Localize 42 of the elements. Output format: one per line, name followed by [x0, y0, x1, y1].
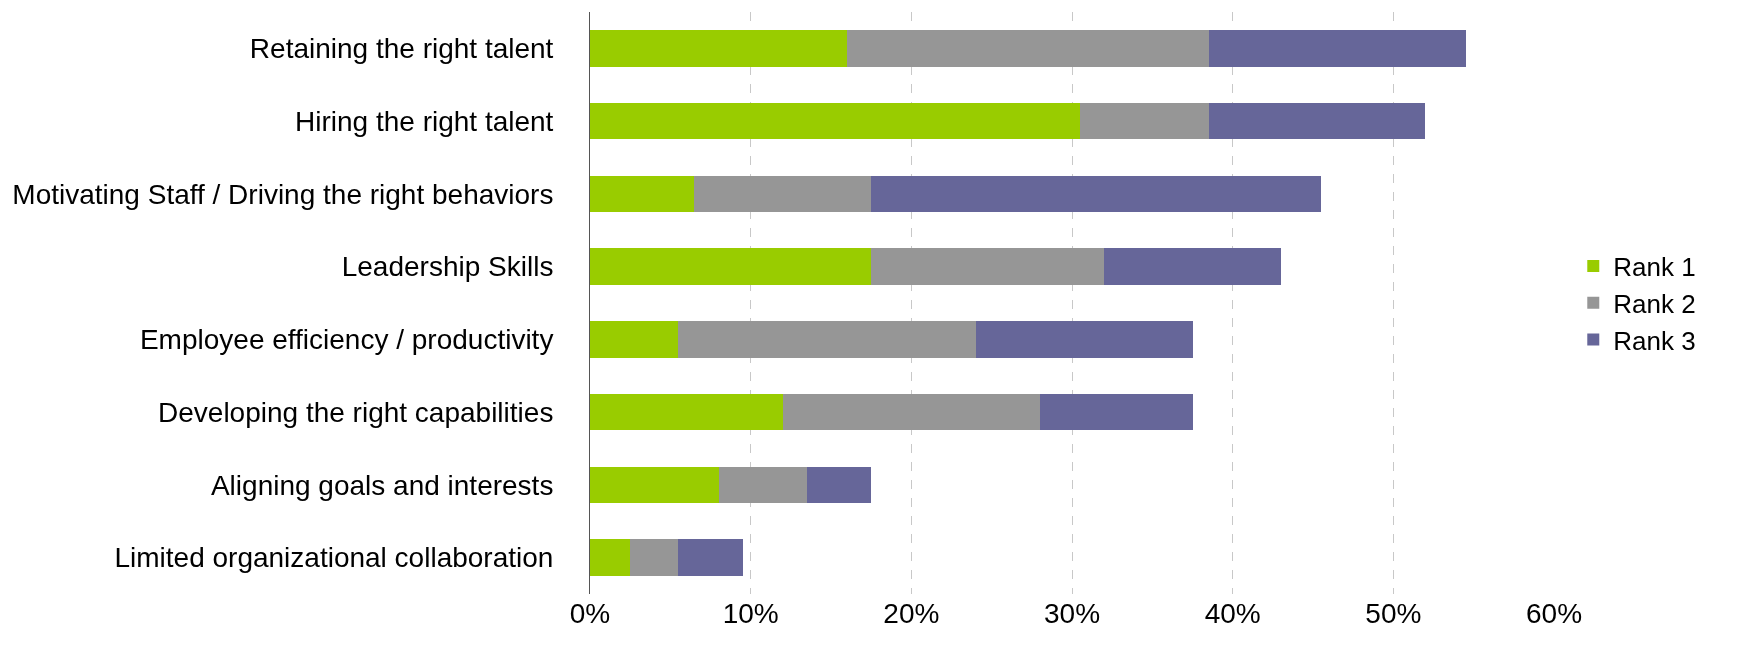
bar	[678, 321, 976, 358]
bar	[782, 393, 1040, 431]
x-tick-label: 50%	[1365, 598, 1422, 629]
bar	[590, 175, 695, 213]
x-tick-label: 60%	[1525, 598, 1583, 629]
bar	[718, 466, 807, 504]
bar	[1104, 248, 1281, 285]
bar	[678, 539, 743, 576]
bar	[694, 175, 872, 213]
bar	[847, 30, 1209, 67]
bar	[590, 30, 848, 67]
y-tick-label: Limited organizational collaboration	[114, 542, 554, 574]
x-tick-label: 20%	[883, 598, 940, 629]
y-tick-label: Aligning goals and interests	[210, 469, 554, 501]
y-tick-label: Retaining the right talent	[249, 33, 554, 65]
bar	[1208, 102, 1426, 140]
bar	[871, 248, 1105, 285]
legend-label: Rank 2	[1613, 288, 1696, 319]
bar	[1208, 30, 1466, 67]
bar	[630, 539, 679, 576]
bar	[806, 466, 872, 504]
bar	[975, 321, 1193, 358]
x-tick-label: 0%	[569, 598, 611, 629]
bar	[590, 539, 631, 576]
y-tick-label: Developing the right capabilities	[158, 396, 554, 428]
bar	[590, 321, 679, 358]
x-tick-label: 40%	[1204, 598, 1261, 629]
x-tick-label: 30%	[1043, 598, 1101, 629]
y-tick-label: Leadership Skills	[341, 251, 554, 283]
y-tick-label: Motivating Staff / Driving the right behaviors	[12, 178, 554, 210]
legend-label: Rank 1	[1613, 252, 1696, 283]
x-tick-label: 10%	[722, 598, 779, 629]
bar	[1080, 102, 1209, 140]
bar	[590, 393, 783, 431]
y-tick-label: Employee efficiency / productivity	[139, 324, 554, 356]
bar	[590, 466, 719, 504]
y-tick-label: Hiring the right talent	[295, 105, 554, 137]
bar	[871, 175, 1322, 213]
bar	[1039, 393, 1193, 431]
bar	[590, 102, 1081, 140]
bar	[590, 248, 872, 285]
legend-label: Rank 3	[1613, 325, 1696, 356]
